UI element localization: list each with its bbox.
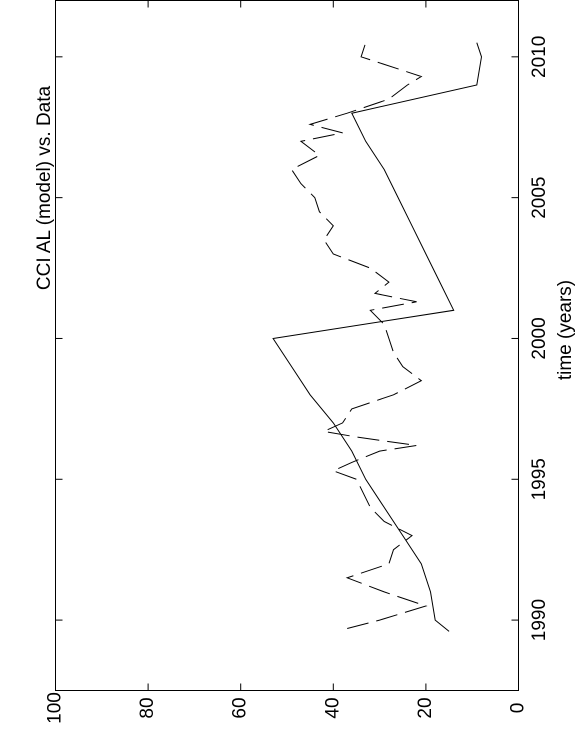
x-tick-label: 1990 bbox=[529, 599, 550, 641]
x-tick-label: 1995 bbox=[529, 458, 550, 500]
series-line bbox=[272, 42, 483, 632]
y-tick-label: 0 bbox=[508, 703, 529, 714]
x-tick-label: 2000 bbox=[529, 317, 550, 359]
y-tick-label: 40 bbox=[322, 697, 343, 718]
x-tick-label: 2005 bbox=[529, 177, 550, 219]
y-tick-label: 100 bbox=[45, 692, 66, 724]
y-tick-label: 20 bbox=[415, 697, 436, 718]
plot-frame bbox=[55, 0, 519, 691]
y-tick-label: 80 bbox=[137, 697, 158, 718]
x-tick-label: 2010 bbox=[529, 36, 550, 78]
chart-title: CCI AL (model) vs. Data bbox=[34, 85, 55, 290]
y-tick-label: 60 bbox=[230, 697, 251, 718]
series-line bbox=[290, 42, 428, 629]
x-axis-label: time (years) bbox=[555, 280, 576, 380]
